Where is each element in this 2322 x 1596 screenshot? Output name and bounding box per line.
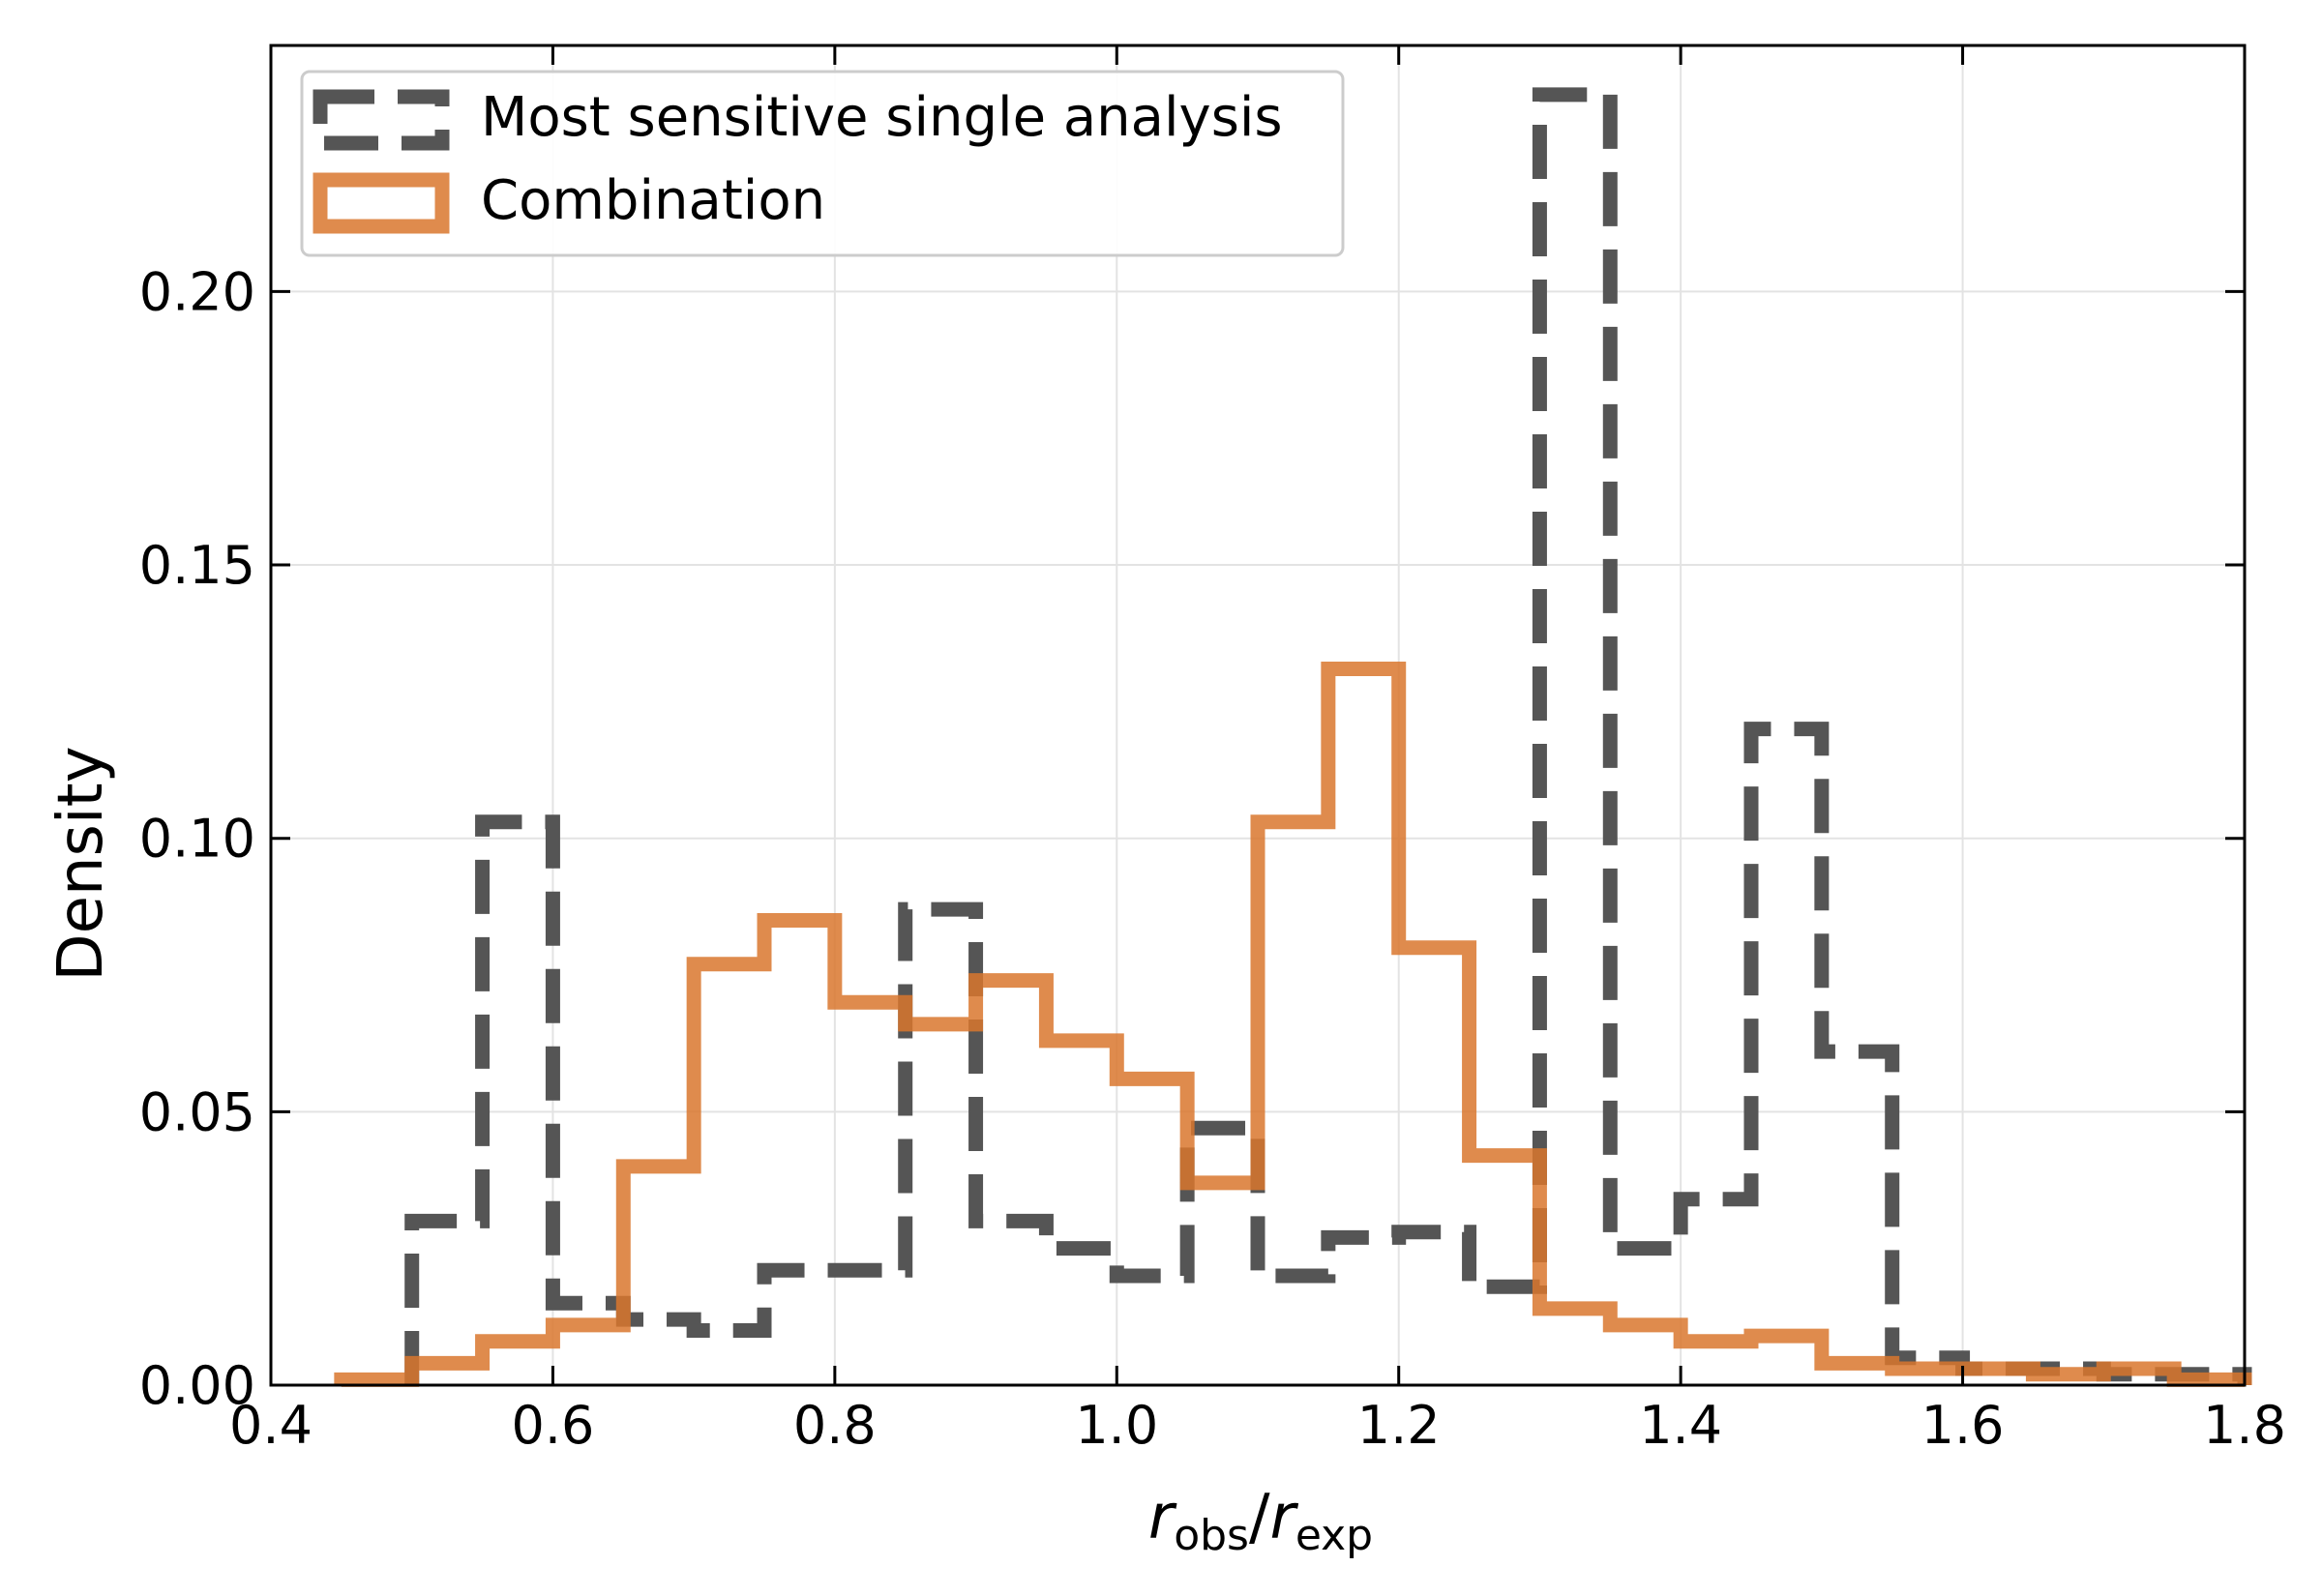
x-tick-label: 1.8 <box>2203 1395 2286 1456</box>
x-axis-title-r2: r <box>1270 1482 1299 1553</box>
x-tick-label: 1.0 <box>1075 1395 1158 1456</box>
tick-labels: 0.4 0.6 0.8 1.0 1.2 1.4 1.6 1.8 0.00 0.05 0.10 0.15… <box>139 261 2286 1456</box>
x-tick-label: 0.4 <box>229 1395 313 1456</box>
axes <box>269 44 2247 1387</box>
x-axis-title-slash: / <box>1249 1482 1270 1553</box>
y-tick-label: 0.05 <box>139 1081 255 1142</box>
series-single-analysis-step <box>404 87 2252 1385</box>
y-tick-label: 0.20 <box>139 261 255 322</box>
x-tick-label: 1.4 <box>1639 1395 1722 1456</box>
y-axis-title: Density <box>45 746 117 981</box>
x-tick-label: 0.6 <box>511 1395 594 1456</box>
y-tick-label: 0.00 <box>139 1355 255 1416</box>
x-axis-title-sub-obs: obs <box>1174 1511 1249 1560</box>
x-tick-label: 0.8 <box>793 1395 877 1456</box>
legend-frame <box>300 70 1345 257</box>
y-tick-label: 0.15 <box>139 535 255 596</box>
legend-label-combination: Combination <box>481 169 825 232</box>
plot-frame <box>269 44 2247 1387</box>
x-tick-label: 1.6 <box>1921 1395 2005 1456</box>
legend: Most sensitive single analysis Combinati… <box>300 70 1345 257</box>
legend-label-single-analysis: Most sensitive single analysis <box>481 86 1283 149</box>
legend-swatch-single-analysis <box>313 89 450 151</box>
x-axis-title-r1: r <box>1148 1482 1177 1553</box>
x-axis-title-sub-exp: exp <box>1295 1511 1373 1560</box>
y-tick-label: 0.10 <box>139 809 255 870</box>
x-tick-label: 1.2 <box>1357 1395 1441 1456</box>
x-axis-title: robs/rexp <box>1148 1482 1373 1560</box>
grid <box>271 45 2245 1385</box>
series-layer <box>334 87 2252 1387</box>
legend-swatch-combination <box>313 172 450 234</box>
series-combination-step <box>334 661 2252 1387</box>
